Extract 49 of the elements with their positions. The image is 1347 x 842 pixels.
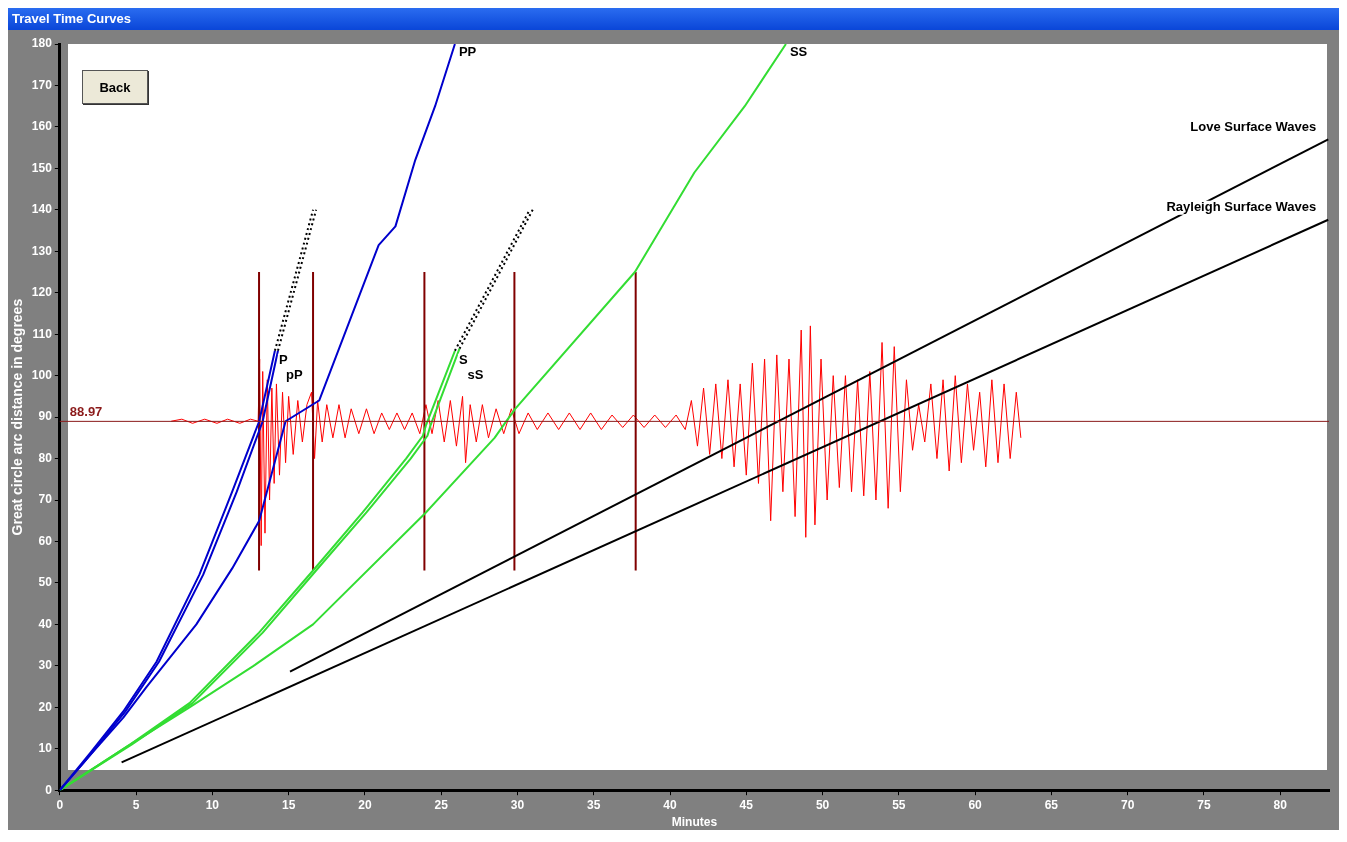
x-tick-label: 10 xyxy=(205,797,220,812)
chart-title: Travel Time Curves xyxy=(8,8,1339,30)
y-tick-label: 70 xyxy=(38,492,53,507)
y-tick-label: 30 xyxy=(38,658,53,673)
y-tick-label: 140 xyxy=(31,202,53,217)
y-tick-label: 160 xyxy=(31,119,53,134)
x-tick-label: 25 xyxy=(434,797,449,812)
series-label: sS xyxy=(467,367,484,383)
y-tick-label: 20 xyxy=(38,699,53,714)
x-axis-title: Minutes xyxy=(671,815,718,830)
y-tick-label: 120 xyxy=(31,285,53,300)
series-label: PP xyxy=(458,43,477,59)
y-tick-label: 170 xyxy=(31,77,53,92)
series-label: SS xyxy=(789,43,808,59)
x-tick-label: 35 xyxy=(587,797,601,812)
y-tick-label: 110 xyxy=(32,326,53,341)
series-label: pP xyxy=(285,367,303,383)
y-tick-label: 10 xyxy=(38,741,53,756)
y-tick-label: 0 xyxy=(45,782,53,797)
x-tick-label: 55 xyxy=(892,797,906,812)
y-tick-label: 90 xyxy=(38,409,53,424)
x-tick-label: 20 xyxy=(358,797,372,812)
x-tick-label: 40 xyxy=(663,797,677,812)
x-tick-label: 65 xyxy=(1044,797,1059,812)
x-tick-label: 15 xyxy=(281,797,296,812)
x-tick-label: 45 xyxy=(739,797,754,812)
y-tick-label: 100 xyxy=(31,367,53,382)
y-tick-label: 50 xyxy=(38,575,53,590)
y-tick-label: 130 xyxy=(31,243,53,258)
x-tick-label: 5 xyxy=(132,797,140,812)
y-tick-label: 80 xyxy=(38,450,53,465)
y-tick-label: 180 xyxy=(31,36,53,51)
y-axis-title: Great circle arc distance in degrees xyxy=(9,298,26,536)
series-label: S xyxy=(458,352,468,368)
series-label: Love Surface Waves xyxy=(1190,118,1317,134)
y-tick-label: 40 xyxy=(38,616,53,631)
x-tick-label: 80 xyxy=(1273,797,1288,812)
y-tick-label: 60 xyxy=(38,533,53,548)
ref-line-label: 88.97 xyxy=(69,404,103,420)
x-tick-label: 75 xyxy=(1197,797,1211,812)
series-label: P xyxy=(278,352,288,368)
x-tick-label: 50 xyxy=(815,797,830,812)
x-tick-label: 60 xyxy=(968,797,983,812)
x-tick-label: 30 xyxy=(510,797,525,812)
y-tick-label: 150 xyxy=(31,160,53,175)
x-tick-label: 70 xyxy=(1120,797,1135,812)
series-label: Rayleigh Surface Waves xyxy=(1166,199,1317,215)
annotation: Back xyxy=(82,70,148,104)
x-tick-label: 0 xyxy=(56,797,64,812)
